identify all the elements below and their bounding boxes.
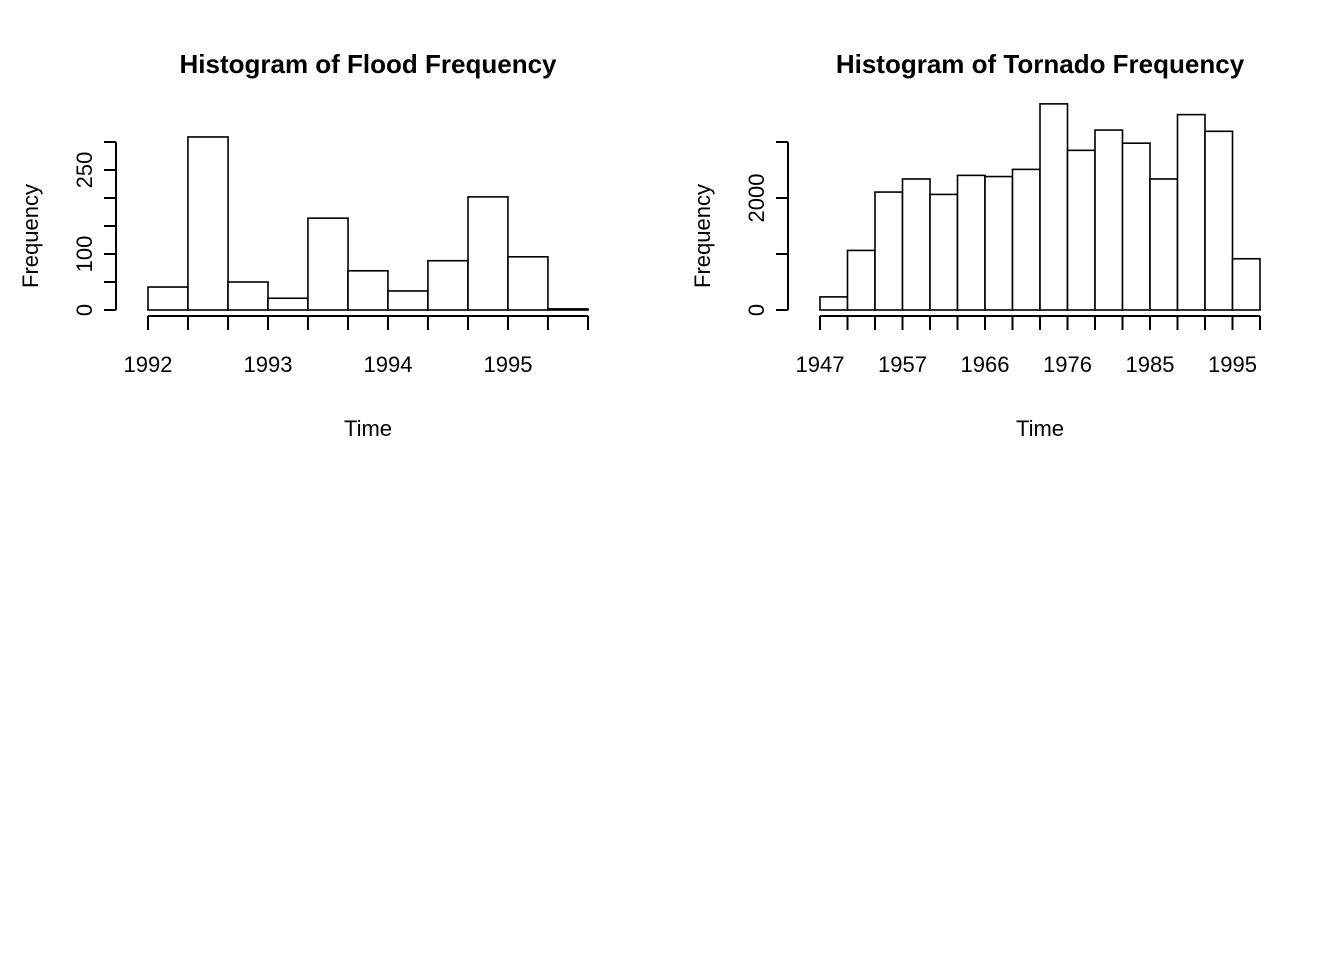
bar xyxy=(307,217,349,311)
x-tick-label: 1994 xyxy=(364,352,413,377)
chart-title: Histogram of Flood Frequency xyxy=(179,49,557,79)
x-tick-label: 1992 xyxy=(124,352,173,377)
y-tick-label: 250 xyxy=(72,152,97,189)
bar xyxy=(1066,149,1096,311)
bar xyxy=(147,286,189,311)
bar xyxy=(1011,168,1041,311)
bar xyxy=(387,290,429,311)
x-tick-label: 1993 xyxy=(244,352,293,377)
bar xyxy=(227,281,269,311)
x-tick-label: 1995 xyxy=(1208,352,1257,377)
bar xyxy=(507,255,549,311)
y-axis-label: Frequency xyxy=(690,184,715,288)
bar xyxy=(427,259,469,311)
x-axis-label: Time xyxy=(344,416,392,441)
chart-title: Histogram of Tornado Frequency xyxy=(836,49,1245,79)
bar xyxy=(547,308,589,311)
y-tick-label: 0 xyxy=(744,304,769,316)
x-tick-label: 1957 xyxy=(878,352,927,377)
x-axis-label: Time xyxy=(1016,416,1064,441)
x-tick-label: 1966 xyxy=(961,352,1010,377)
x-tick-label: 1985 xyxy=(1126,352,1175,377)
bar xyxy=(819,296,849,311)
x-tick-label: 1976 xyxy=(1043,352,1092,377)
bar xyxy=(1121,142,1151,311)
x-tick-label: 1947 xyxy=(796,352,845,377)
bar xyxy=(929,193,959,311)
bar xyxy=(1231,257,1261,311)
bar xyxy=(1204,130,1234,311)
bar xyxy=(874,191,904,311)
y-axis-label: Frequency xyxy=(18,184,43,288)
bar xyxy=(267,297,309,311)
bar xyxy=(1149,178,1179,311)
bar xyxy=(984,175,1014,311)
bar xyxy=(901,178,931,311)
bar xyxy=(187,136,229,311)
bar xyxy=(956,174,986,311)
bar xyxy=(846,249,876,311)
y-tick-label: 2000 xyxy=(744,174,769,223)
bar xyxy=(1094,129,1124,311)
bar xyxy=(1176,113,1206,311)
bar xyxy=(467,196,509,311)
bar xyxy=(1039,103,1069,311)
x-tick-label: 1995 xyxy=(483,352,532,377)
bar xyxy=(347,269,389,311)
y-tick-label: 0 xyxy=(72,304,97,316)
y-tick-label: 100 xyxy=(72,236,97,273)
